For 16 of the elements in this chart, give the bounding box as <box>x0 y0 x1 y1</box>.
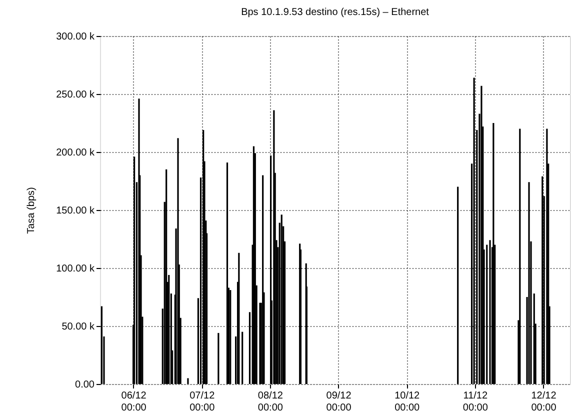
x-tick-label: 09/12 00:00 <box>326 390 352 414</box>
y-tick-label: 150.00 k <box>56 206 96 216</box>
y-tick-label: 200.00 k <box>56 148 96 158</box>
x-tick-label: 07/12 00:00 <box>190 390 216 414</box>
y-axis-title: Tasa (bps) <box>26 187 38 234</box>
y-tick-label: 100.00 k <box>56 264 96 274</box>
y-tick-label: 50.00 k <box>62 322 96 332</box>
x-tick-label: 06/12 00:00 <box>121 390 147 414</box>
x-tick-label: 08/12 00:00 <box>258 390 284 414</box>
x-tick-label: 12/12 00:00 <box>531 390 557 414</box>
x-tick-label: 11/12 00:00 <box>462 390 488 414</box>
x-tick-label: 10/12 00:00 <box>394 390 420 414</box>
y-tick-label: 0.00 <box>75 380 95 390</box>
chart-title: Bps 10.1.9.53 destino (res.15s) – Ethernet <box>241 7 430 18</box>
y-tick-label: 250.00 k <box>56 90 96 100</box>
y-tick-label: 300.00 k <box>56 32 96 42</box>
